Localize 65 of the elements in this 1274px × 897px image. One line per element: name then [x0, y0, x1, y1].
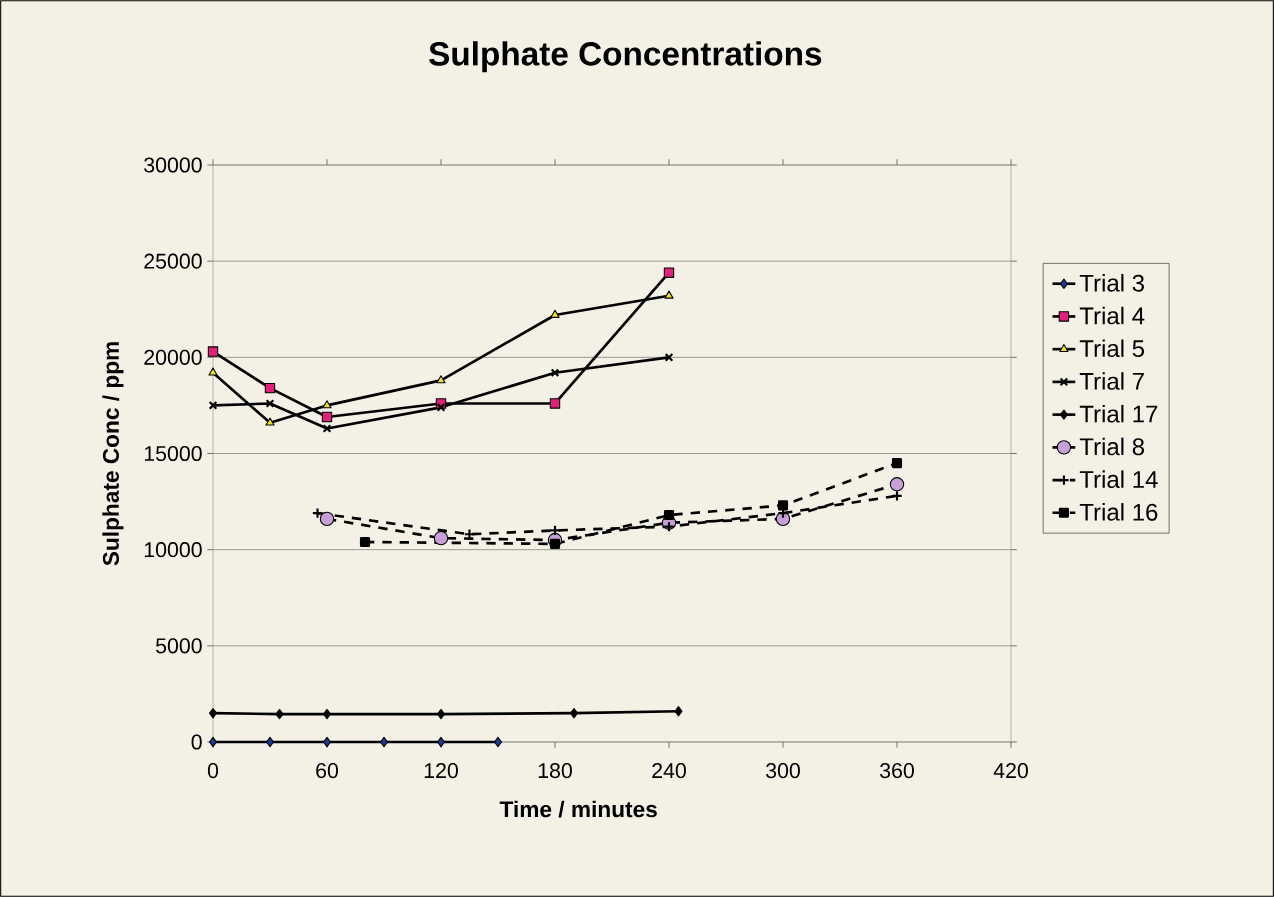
x-tick-label: 360	[880, 763, 914, 779]
chart-title: Sulphate Concentrations	[429, 41, 822, 73]
point	[322, 708, 332, 720]
y-tick-label: 5000	[156, 638, 202, 654]
point	[569, 707, 579, 719]
point	[265, 399, 275, 408]
legend-label: Trial 16	[1079, 503, 1158, 521]
point	[550, 368, 560, 378]
point	[433, 530, 449, 546]
point	[663, 509, 675, 521]
point	[275, 708, 284, 720]
x-tick-label: 60	[316, 763, 339, 779]
point	[891, 458, 903, 469]
point	[265, 736, 275, 748]
legend-label: Trial 7	[1079, 372, 1144, 390]
point	[436, 708, 446, 720]
point	[208, 707, 218, 719]
point	[265, 417, 275, 426]
x-tick-label: 240	[652, 763, 686, 779]
point	[436, 375, 446, 384]
point	[208, 736, 218, 748]
point	[777, 500, 789, 511]
point	[436, 402, 446, 412]
legend-label: Trial 8	[1079, 437, 1145, 456]
point	[322, 736, 332, 748]
point	[664, 352, 674, 362]
point	[549, 398, 561, 409]
legend-label: Trial 14	[1079, 470, 1158, 488]
point	[436, 736, 446, 748]
point	[379, 736, 389, 748]
y-tick-label: 0	[191, 734, 202, 750]
legend-label: Trial 5	[1079, 339, 1145, 358]
point	[549, 538, 561, 549]
x-axis-title: Time / minutes	[499, 800, 657, 818]
y-tick-label: 25000	[144, 253, 202, 269]
x-tick-label: 420	[993, 763, 1028, 779]
point	[321, 411, 333, 423]
point	[208, 401, 218, 410]
point	[311, 507, 324, 519]
x-tick-label: 0	[207, 763, 219, 779]
point	[359, 536, 371, 548]
point	[322, 424, 332, 433]
y-axis-title: Sulphate Conc / ppm	[102, 342, 124, 566]
point	[319, 511, 335, 527]
y-tick-label: 30000	[144, 157, 202, 173]
point	[322, 400, 332, 409]
point	[891, 490, 903, 502]
point	[889, 477, 905, 492]
x-tick-label: 180	[538, 763, 572, 779]
point	[208, 367, 218, 376]
point	[493, 736, 503, 748]
y-tick-label: 15000	[144, 445, 202, 462]
x-tick-label: 120	[424, 763, 458, 779]
point	[664, 290, 674, 299]
y-tick-label: 20000	[144, 349, 202, 365]
y-tick-label: 10000	[144, 542, 202, 558]
legend-label: Trial 4	[1079, 306, 1145, 325]
point	[550, 309, 560, 318]
legend-label: Trial 17	[1079, 404, 1158, 423]
point	[663, 267, 675, 278]
legend-label: Trial 3	[1079, 274, 1144, 292]
point	[207, 346, 219, 357]
point	[674, 706, 683, 717]
x-tick-label: 300	[766, 763, 800, 779]
point	[264, 382, 276, 394]
